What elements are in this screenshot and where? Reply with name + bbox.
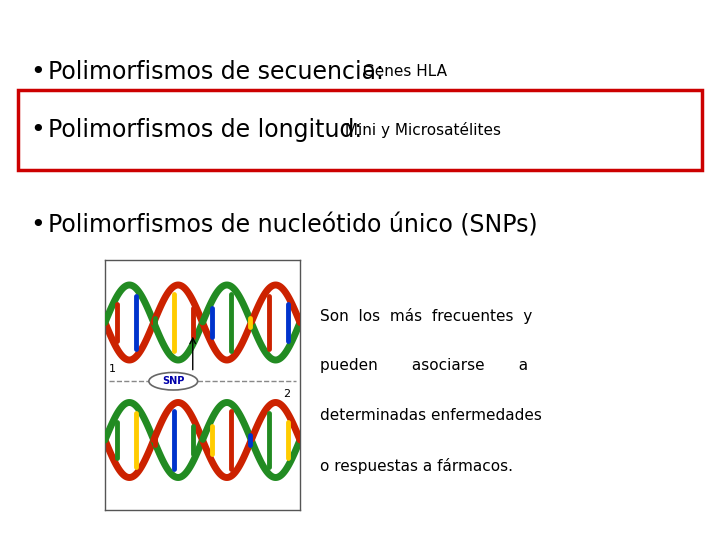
Text: 2: 2 — [283, 389, 290, 399]
Text: Polimorfismos de nucleótido único (SNPs): Polimorfismos de nucleótido único (SNPs) — [48, 213, 538, 237]
Text: Mini y Microsatélites: Mini y Microsatélites — [340, 122, 501, 138]
Text: Polimorfismos de longitud:: Polimorfismos de longitud: — [48, 118, 362, 142]
Text: determinadas enfermedades: determinadas enfermedades — [320, 408, 542, 423]
Text: •: • — [30, 60, 45, 84]
Text: SNP: SNP — [162, 376, 184, 386]
Ellipse shape — [149, 373, 197, 390]
Text: o respuestas a fármacos.: o respuestas a fármacos. — [320, 458, 513, 474]
Text: pueden       asociarse       a: pueden asociarse a — [320, 358, 528, 373]
Text: Polimorfismos de secuencia:: Polimorfismos de secuencia: — [48, 60, 384, 84]
Text: •: • — [30, 118, 45, 142]
Text: •: • — [30, 213, 45, 237]
Text: 1: 1 — [109, 364, 116, 374]
Text: Genes HLA: Genes HLA — [358, 64, 447, 79]
Bar — [18, 90, 702, 170]
Text: Son  los  más  frecuentes  y: Son los más frecuentes y — [320, 308, 532, 324]
